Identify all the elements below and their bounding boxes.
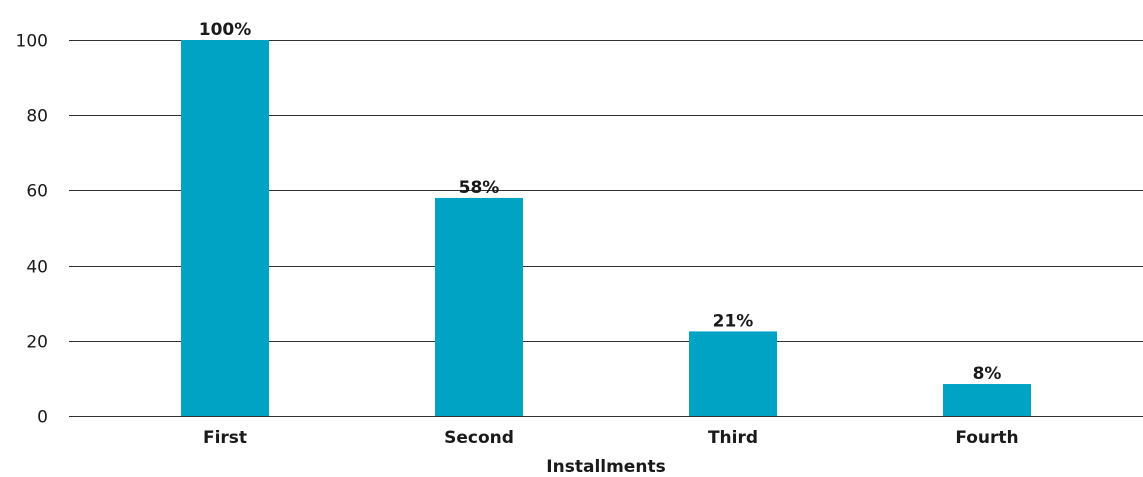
- y-tick-label: 40: [26, 258, 48, 278]
- data-label-third: 21%: [713, 311, 754, 331]
- y-tick-label: 100: [16, 32, 48, 52]
- category-label-second: Second: [444, 428, 514, 448]
- data-label-second: 58%: [459, 178, 500, 198]
- x-axis-title: Installments: [546, 457, 665, 477]
- category-label-fourth: Fourth: [955, 428, 1018, 448]
- x-axis-category-labels: First Second Third Fourth: [203, 428, 1019, 448]
- y-tick-label: 60: [26, 182, 48, 202]
- category-label-third: Third: [708, 428, 758, 448]
- bar-second: [435, 197, 523, 416]
- bar-third: [689, 331, 777, 416]
- y-tick-label: 80: [26, 107, 48, 127]
- y-tick-label: 20: [26, 333, 48, 353]
- y-tick-label: 0: [37, 408, 48, 428]
- bar-data-labels: 100% 58% 21% 8%: [199, 20, 1002, 384]
- data-label-first: 100%: [199, 20, 252, 40]
- bar-first: [181, 40, 269, 416]
- category-label-first: First: [203, 428, 247, 448]
- data-label-fourth: 8%: [973, 364, 1002, 384]
- y-axis-tick-labels: 0 20 40 60 80 100: [16, 32, 48, 428]
- bars: [181, 40, 1031, 416]
- bar-fourth: [943, 384, 1031, 416]
